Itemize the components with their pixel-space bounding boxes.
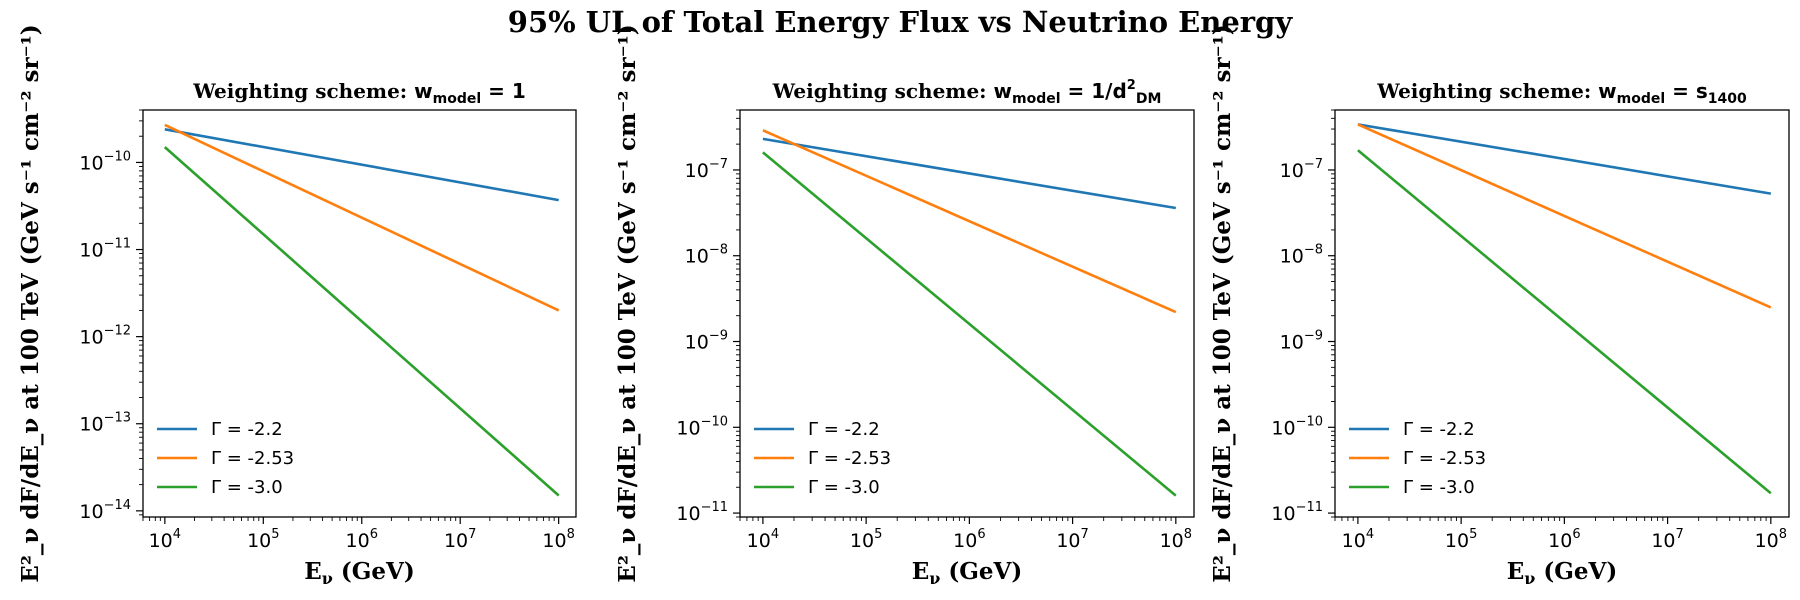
x-tick-label: 108 <box>1755 527 1787 552</box>
x-tick-label: 105 <box>1445 527 1477 552</box>
x-axis-label: Eν (GeV) <box>304 558 415 588</box>
x-tick-label: 108 <box>1160 527 1192 552</box>
x-tick-label: 104 <box>149 527 181 552</box>
y-tick-label: 10−10 <box>676 414 728 439</box>
y-tick-label: 10−7 <box>685 157 728 182</box>
y-tick-label: 10−11 <box>676 500 728 525</box>
y-tick-label: 10−8 <box>685 243 728 268</box>
x-tick-label: 107 <box>1056 527 1088 552</box>
chart-panel-3: Weighting scheme: wmodel = s1400 104 105 10… <box>1209 24 1790 588</box>
series-line-1 <box>164 128 559 202</box>
panel-title: Weighting scheme: wmodel = s1400 <box>1376 79 1747 107</box>
y-tick-label: 10−13 <box>79 411 131 436</box>
series-line-1 <box>762 137 1177 210</box>
x-tick-label: 104 <box>1342 527 1374 552</box>
y-tick-label: 10−11 <box>79 237 131 262</box>
plot-frame <box>1334 109 1790 518</box>
legend-label-2: Γ = -2.53 <box>1403 448 1486 469</box>
series-line-3 <box>1357 149 1772 495</box>
series-line-1 <box>1357 123 1772 195</box>
plot-frame <box>739 109 1195 518</box>
legend-label-3: Γ = -3.0 <box>808 477 880 498</box>
x-tick-label: 107 <box>1651 527 1683 552</box>
y-tick-label: 10−10 <box>1271 414 1323 439</box>
y-tick-label: 10−8 <box>1280 243 1323 268</box>
legend-label-1: Γ = -2.2 <box>211 419 283 440</box>
series-line-2 <box>1357 123 1772 309</box>
y-tick-label: 10−9 <box>1280 329 1323 354</box>
legend-label-3: Γ = -3.0 <box>1403 477 1475 498</box>
y-tick-label: 10−7 <box>1280 157 1323 182</box>
x-tick-label: 105 <box>850 527 882 552</box>
chart-panel-1: Weighting scheme: wmodel = 1 104 105 106 107… <box>17 24 577 588</box>
x-tick-label: 106 <box>1548 527 1580 552</box>
chart-panel-2: Weighting scheme: wmodel = 1/d2DM 104 105 1… <box>614 24 1195 588</box>
panel-title: Weighting scheme: wmodel = 1/d2DM <box>772 78 1162 107</box>
legend-label-3: Γ = -3.0 <box>211 477 283 498</box>
legend-label-1: Γ = -2.2 <box>808 419 880 440</box>
y-tick-label: 10−11 <box>1271 500 1323 525</box>
y-tick-label: 10−14 <box>79 498 131 523</box>
x-tick-label: 106 <box>346 527 378 552</box>
panels: Weighting scheme: wmodel = 1 104 105 106 107… <box>17 24 1790 588</box>
legend-label-1: Γ = -2.2 <box>1403 419 1475 440</box>
x-axis-label: Eν (GeV) <box>1507 558 1618 588</box>
x-tick-label: 107 <box>444 527 476 552</box>
series-line-2 <box>164 123 560 312</box>
legend-label-2: Γ = -2.53 <box>211 448 294 469</box>
y-axis-label: E²_ν dF/dE_ν at 100 TeV (GeV s⁻¹ cm⁻² sr… <box>614 24 641 582</box>
x-tick-label: 105 <box>247 527 279 552</box>
series-line-3 <box>762 151 1177 497</box>
series-line-3 <box>163 146 560 497</box>
y-tick-label: 10−10 <box>79 149 131 174</box>
legend-label-2: Γ = -2.53 <box>808 448 891 469</box>
x-tick-label: 106 <box>953 527 985 552</box>
y-axis-label: E²_ν dF/dE_ν at 100 TeV (GeV s⁻¹ cm⁻² sr… <box>1209 24 1236 582</box>
panel-title: Weighting scheme: wmodel = 1 <box>192 79 526 107</box>
plot-frame <box>142 109 577 518</box>
y-tick-label: 10−9 <box>685 329 728 354</box>
x-tick-label: 108 <box>542 527 574 552</box>
x-axis-label: Eν (GeV) <box>912 558 1023 588</box>
y-axis-label: E²_ν dF/dE_ν at 100 TeV (GeV s⁻¹ cm⁻² sr… <box>17 24 44 582</box>
x-tick-label: 104 <box>747 527 779 552</box>
figure-title: 95% UL of Total Energy Flux vs Neutrino … <box>508 5 1294 39</box>
y-tick-label: 10−12 <box>79 324 131 349</box>
series-line-2 <box>762 129 1177 314</box>
